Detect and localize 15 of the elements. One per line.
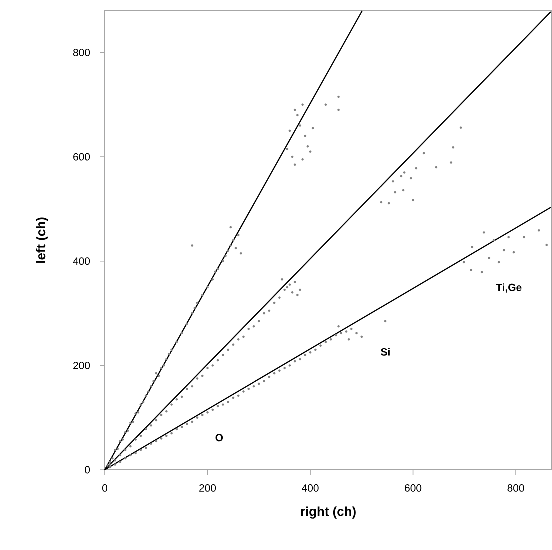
annotation: Ti,Ge [496,284,522,293]
x-axis-title: right (ch) [301,506,356,519]
x-tick-label: 800 [508,484,524,492]
y-tick-label: 0 [85,466,90,474]
x-tick-label: 200 [200,484,216,492]
x-tick-label: 600 [405,484,422,492]
annotation: O [216,434,224,442]
annotation: Si [381,348,390,356]
x-tick-label: 400 [302,484,319,492]
y-axis-title: left (ch) [36,218,48,263]
x-tick-label: 0 [102,484,108,492]
y-tick-label: 200 [74,362,90,370]
y-tick-label: 600 [74,153,90,161]
y-tick-label: 400 [73,258,90,266]
y-tick-label: 800 [73,49,90,56]
